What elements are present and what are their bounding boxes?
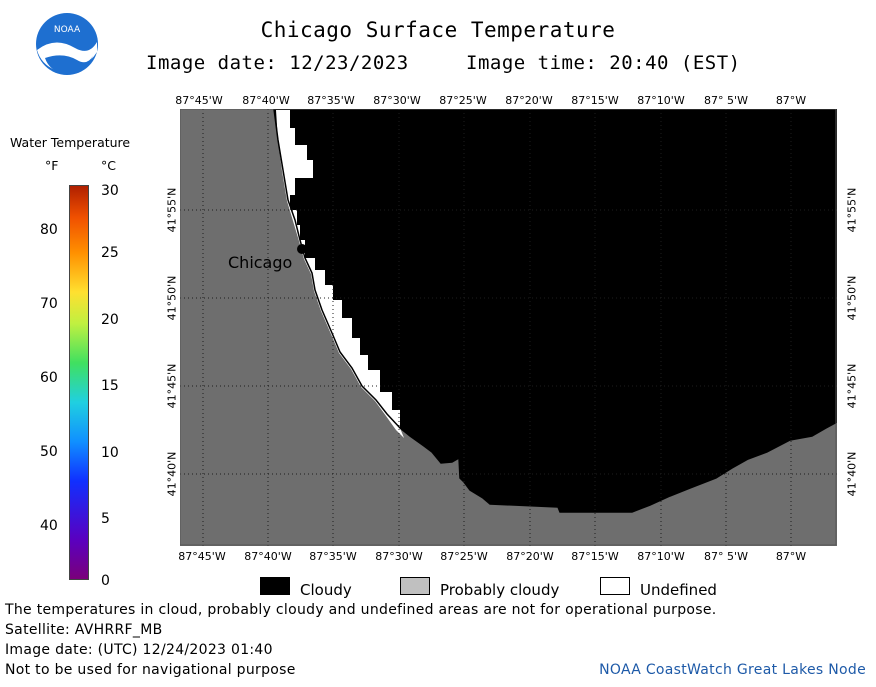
grid-lines (180, 109, 837, 546)
legend-title: Water Temperature (10, 135, 131, 150)
fahrenheit-tick: 40 (40, 518, 58, 534)
lon-label-bottom: 87°W (775, 550, 807, 563)
lon-label-bottom: 87°35'W (309, 550, 357, 563)
lon-label-bottom: 87°10'W (637, 550, 685, 563)
noaa-logo: NOAA (36, 13, 98, 75)
undefined-area (276, 110, 404, 438)
lat-label-left: 41°45'N (165, 363, 179, 409)
probably-cloudy-label: Probably cloudy (440, 581, 560, 599)
city-label-chicago: Chicago (228, 253, 293, 272)
celsius-tick: 30 (101, 183, 119, 199)
footer-satellite: Satellite: AVHRRF_MB (5, 622, 163, 638)
fahrenheit-tick: 70 (40, 296, 58, 312)
chicago-marker (297, 244, 307, 254)
lon-label-top: 87°40'W (242, 94, 290, 107)
fahrenheit-tick: 80 (40, 222, 58, 238)
lon-label-top: 87°W (775, 94, 807, 107)
lon-label-top: 87°30'W (373, 94, 421, 107)
image-date: Image date: 12/23/2023 (146, 52, 409, 74)
lon-label-top: 87° 5'W (704, 94, 748, 107)
lon-label-top: 87°25'W (439, 94, 487, 107)
lat-label-right: 41°40'N (845, 451, 859, 497)
fahrenheit-tick: 60 (40, 370, 58, 386)
lon-label-bottom: 87° 5'W (704, 550, 748, 563)
lon-label-top: 87°35'W (307, 94, 355, 107)
lat-label-right: 41°55'N (845, 187, 859, 233)
footer-utc-date: Image date: (UTC) 12/24/2023 01:40 (5, 642, 273, 658)
fahrenheit-tick: 50 (40, 444, 58, 460)
lon-label-bottom: 87°45'W (178, 550, 226, 563)
celsius-tick: 15 (101, 378, 119, 394)
lon-label-bottom: 87°20'W (506, 550, 554, 563)
lon-label-top: 87°45'W (175, 94, 223, 107)
lon-label-top: 87°15'W (571, 94, 619, 107)
footer-credit: NOAA CoastWatch Great Lakes Node (599, 662, 866, 678)
lon-label-bottom: 87°15'W (571, 550, 619, 563)
lon-label-bottom: 87°25'W (440, 550, 488, 563)
lat-label-right: 41°45'N (845, 363, 859, 409)
lat-label-right: 41°50'N (845, 275, 859, 321)
celsius-tick: 25 (101, 245, 119, 261)
cloudy-label: Cloudy (300, 581, 352, 599)
lon-label-top: 87°20'W (505, 94, 553, 107)
lat-label-left: 41°55'N (165, 187, 179, 233)
undefined-swatch (600, 577, 630, 595)
lat-label-left: 41°50'N (165, 275, 179, 321)
map (180, 109, 837, 546)
celsius-tick: 5 (101, 511, 110, 527)
celsius-tick: 10 (101, 445, 119, 461)
probably-cloudy-swatch (400, 577, 430, 595)
unit-fahrenheit: °F (45, 158, 59, 173)
image-time: Image time: 20:40 (EST) (466, 52, 741, 74)
lat-label-left: 41°40'N (165, 451, 179, 497)
undefined-label: Undefined (640, 581, 717, 599)
celsius-tick: 20 (101, 312, 119, 328)
celsius-tick: 0 (101, 573, 110, 589)
cloudy-swatch (260, 577, 290, 595)
footer-note: The temperatures in cloud, probably clou… (5, 602, 717, 618)
lon-label-bottom: 87°30'W (375, 550, 423, 563)
lon-label-top: 87°10'W (637, 94, 685, 107)
logo-text: NOAA (54, 25, 81, 35)
lon-label-bottom: 87°40'W (244, 550, 292, 563)
page-title: Chicago Surface Temperature (260, 18, 616, 42)
temperature-colorbar (69, 185, 89, 580)
footer-warning: Not to be used for navigational purpose (5, 662, 296, 678)
unit-celsius: °C (101, 158, 116, 173)
